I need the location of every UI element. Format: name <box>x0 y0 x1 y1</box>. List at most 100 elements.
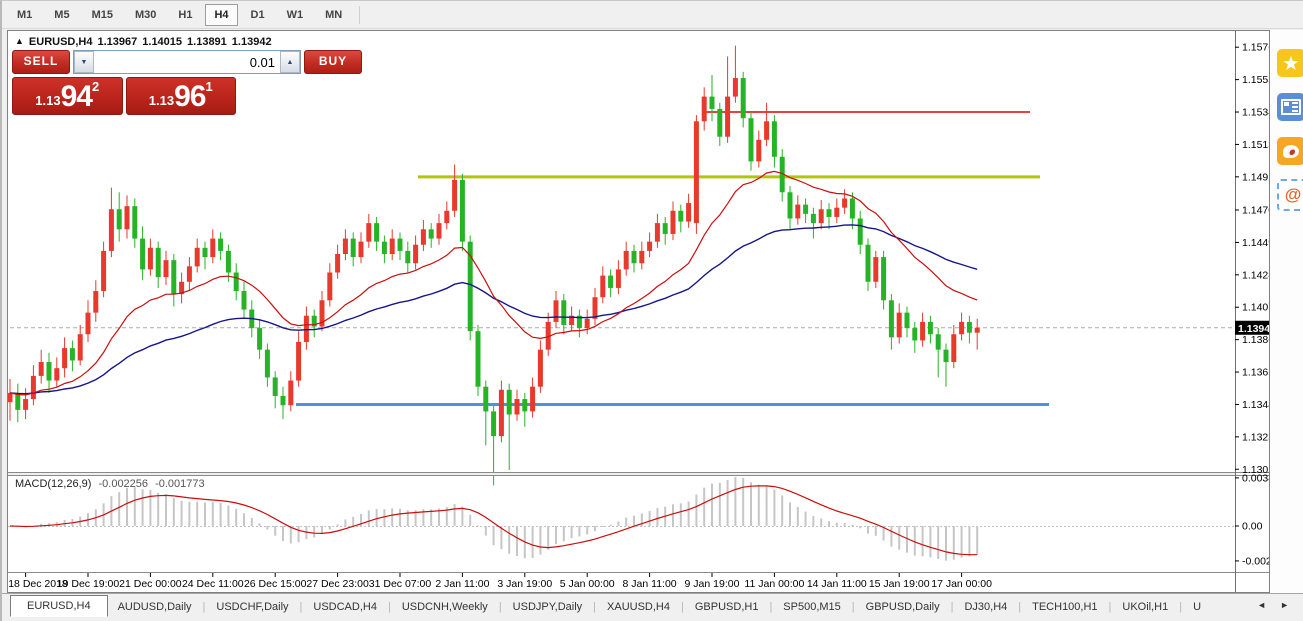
tab-scroll-left-icon[interactable]: ◄ <box>1257 600 1267 610</box>
bar-close: 1.13942 <box>231 36 272 48</box>
tab-divider: | <box>769 600 773 613</box>
desktop-icon-strip: ★ @ <box>1270 30 1303 593</box>
ma-fast-line <box>9 170 978 396</box>
svg-text:18 Dec 2018: 18 Dec 2018 <box>8 578 68 590</box>
tab-divider: | <box>681 600 684 613</box>
svg-text:3 Jan 19:00: 3 Jan 19:00 <box>497 578 552 590</box>
symbol-label: EURUSD,H4 <box>28 36 93 48</box>
tab-divider: | <box>202 600 206 613</box>
svg-text:31 Dec 07:00: 31 Dec 07:00 <box>369 578 432 590</box>
timeframe-button-h4[interactable]: H4 <box>205 3 238 26</box>
tab-u[interactable]: U <box>1193 600 1202 613</box>
sell-button[interactable]: SELL <box>12 50 70 74</box>
tab-usdcnh-weekly[interactable]: USDCNH,Weekly <box>401 600 488 613</box>
timeframe-button-mn[interactable]: MN <box>325 8 343 21</box>
candlesticks <box>8 45 980 486</box>
svg-text:1.15130: 1.15130 <box>1242 139 1269 151</box>
tab-audusd-daily[interactable]: AUDUSD,Daily <box>117 600 192 613</box>
volume-stepper: ▼ ▲ <box>73 50 301 74</box>
svg-text:1.13025: 1.13025 <box>1242 464 1269 476</box>
svg-text:1.14920: 1.14920 <box>1242 171 1269 183</box>
svg-text:1.14075: 1.14075 <box>1242 302 1269 314</box>
svg-text:15 Jan 19:00: 15 Jan 19:00 <box>869 578 930 590</box>
volume-decrease-icon[interactable]: ▼ <box>74 51 94 73</box>
tab-divider: | <box>498 600 502 613</box>
bar-open: 1.13967 <box>97 36 138 48</box>
bar-low: 1.13891 <box>187 36 227 48</box>
indicator-value-2: -0.001773 <box>155 478 205 490</box>
svg-text:1.15760: 1.15760 <box>1242 42 1269 54</box>
tab-divider: | <box>1018 600 1022 613</box>
svg-text:1.13865: 1.13865 <box>1242 334 1269 346</box>
svg-text:19 Dec 19:00: 19 Dec 19:00 <box>57 578 120 590</box>
indicator-label: MACD(12,26,9) -0.002256 -0.001773 <box>15 478 209 490</box>
timeframe-button-m15[interactable]: M15 <box>91 8 113 21</box>
bar-high: 1.14015 <box>142 36 183 48</box>
tab-gbpusd-h1[interactable]: GBPUSD,H1 <box>694 600 759 613</box>
svg-text:1.13235: 1.13235 <box>1242 431 1269 443</box>
tab-usdchf-daily[interactable]: USDCHF,Daily <box>216 600 289 613</box>
sell-price-panel[interactable]: 1.13 94 2 <box>12 77 123 115</box>
svg-text:1.14705: 1.14705 <box>1242 205 1269 217</box>
tab-divider: | <box>1179 600 1183 613</box>
svg-text:17 Jan 00:00: 17 Jan 00:00 <box>931 578 992 590</box>
svg-text:0.003485: 0.003485 <box>1242 472 1269 484</box>
mail-icon[interactable]: @ <box>1277 179 1303 211</box>
ma-slow-line <box>9 224 978 395</box>
price-axis[interactable]: 1.15760 1.15550 1.15340 1.15130 1.14920 1.147… <box>1235 42 1269 568</box>
tab-divider: | <box>299 600 303 613</box>
tab-tech100-h1[interactable]: TECH100,H1 <box>1032 600 1098 613</box>
sell-price-small: 1.13 <box>35 93 61 108</box>
volume-increase-icon[interactable]: ▲ <box>280 51 300 73</box>
tab-ukoil-h1[interactable]: UKOil,H1 <box>1122 600 1169 613</box>
timeframe-button-m30[interactable]: M30 <box>134 8 157 21</box>
sell-price-big: 94 <box>60 80 93 113</box>
svg-text:9 Jan 19:00: 9 Jan 19:00 <box>685 578 740 590</box>
tab-xauusd-h4[interactable]: XAUUSD,H4 <box>607 600 670 613</box>
tab-divider: | <box>593 600 597 613</box>
tab-scroll-right-icon[interactable]: ► <box>1280 600 1289 610</box>
timeframe-button-m5[interactable]: M5 <box>54 8 70 21</box>
svg-text:1.14285: 1.14285 <box>1242 269 1269 281</box>
tab-usdcad-h4[interactable]: USDCAD,H4 <box>313 600 377 613</box>
tab-usdjpy-daily[interactable]: USDJPY,Daily <box>512 600 583 613</box>
tab-eurusd-h4[interactable]: EURUSD,H4 <box>10 595 108 617</box>
svg-text:-0.00253: -0.00253 <box>1242 555 1269 567</box>
news-icon[interactable] <box>1277 93 1303 121</box>
buy-price-big: 96 <box>174 80 206 113</box>
timeframe-toolbar: M1 M5 M15 M30 H1 H4 D1 W1 MN <box>2 1 1303 29</box>
svg-text:1.14495: 1.14495 <box>1242 237 1269 249</box>
tab-divider: | <box>1108 600 1112 613</box>
star-icon[interactable]: ★ <box>1277 49 1303 77</box>
svg-text:27 Dec 23:00: 27 Dec 23:00 <box>306 578 369 590</box>
weibo-icon[interactable] <box>1277 137 1303 165</box>
chart-area[interactable]: 1.15760 1.15550 1.15340 1.15130 1.14920 1.147… <box>8 31 1269 592</box>
svg-text:1.13655: 1.13655 <box>1242 367 1269 379</box>
chart-title: ▲ EURUSD,H4 1.13967 1.14015 1.13891 1.13… <box>15 36 272 48</box>
buy-price-panel[interactable]: 1.13 96 1 <box>125 77 236 115</box>
current-price-tag <box>1235 320 1269 335</box>
tab-gbpusd-daily[interactable]: GBPUSD,Daily <box>865 600 940 613</box>
timeframe-button-d1[interactable]: D1 <box>250 8 265 21</box>
macd-signal-line <box>9 485 978 556</box>
tab-dj30-h4[interactable]: DJ30,H4 <box>964 600 1008 613</box>
timeframe-button-h1[interactable]: H1 <box>178 8 193 21</box>
horizontal-level-lines <box>296 111 1049 406</box>
buy-price-sup: 1 <box>205 79 213 94</box>
timeframe-button-w1[interactable]: W1 <box>286 8 304 21</box>
svg-text:5 Jan 00:00: 5 Jan 00:00 <box>560 578 615 590</box>
indicator-value-1: -0.002256 <box>98 478 149 490</box>
svg-text:1.13445: 1.13445 <box>1242 399 1269 411</box>
buy-price-small: 1.13 <box>148 93 175 108</box>
sell-price-sup: 2 <box>91 79 100 94</box>
timeframe-button-m1[interactable]: M1 <box>17 8 33 21</box>
volume-input[interactable] <box>94 51 280 73</box>
tab-divider: | <box>851 600 855 613</box>
buy-button[interactable]: BUY <box>304 50 362 74</box>
svg-text:2 Jan 11:00: 2 Jan 11:00 <box>435 578 489 590</box>
indicator-name: MACD(12,26,9) <box>15 478 92 490</box>
tab-sp500-m15[interactable]: SP500,M15 <box>783 600 841 613</box>
oneclick-collapse-icon[interactable]: ▲ <box>15 36 24 46</box>
